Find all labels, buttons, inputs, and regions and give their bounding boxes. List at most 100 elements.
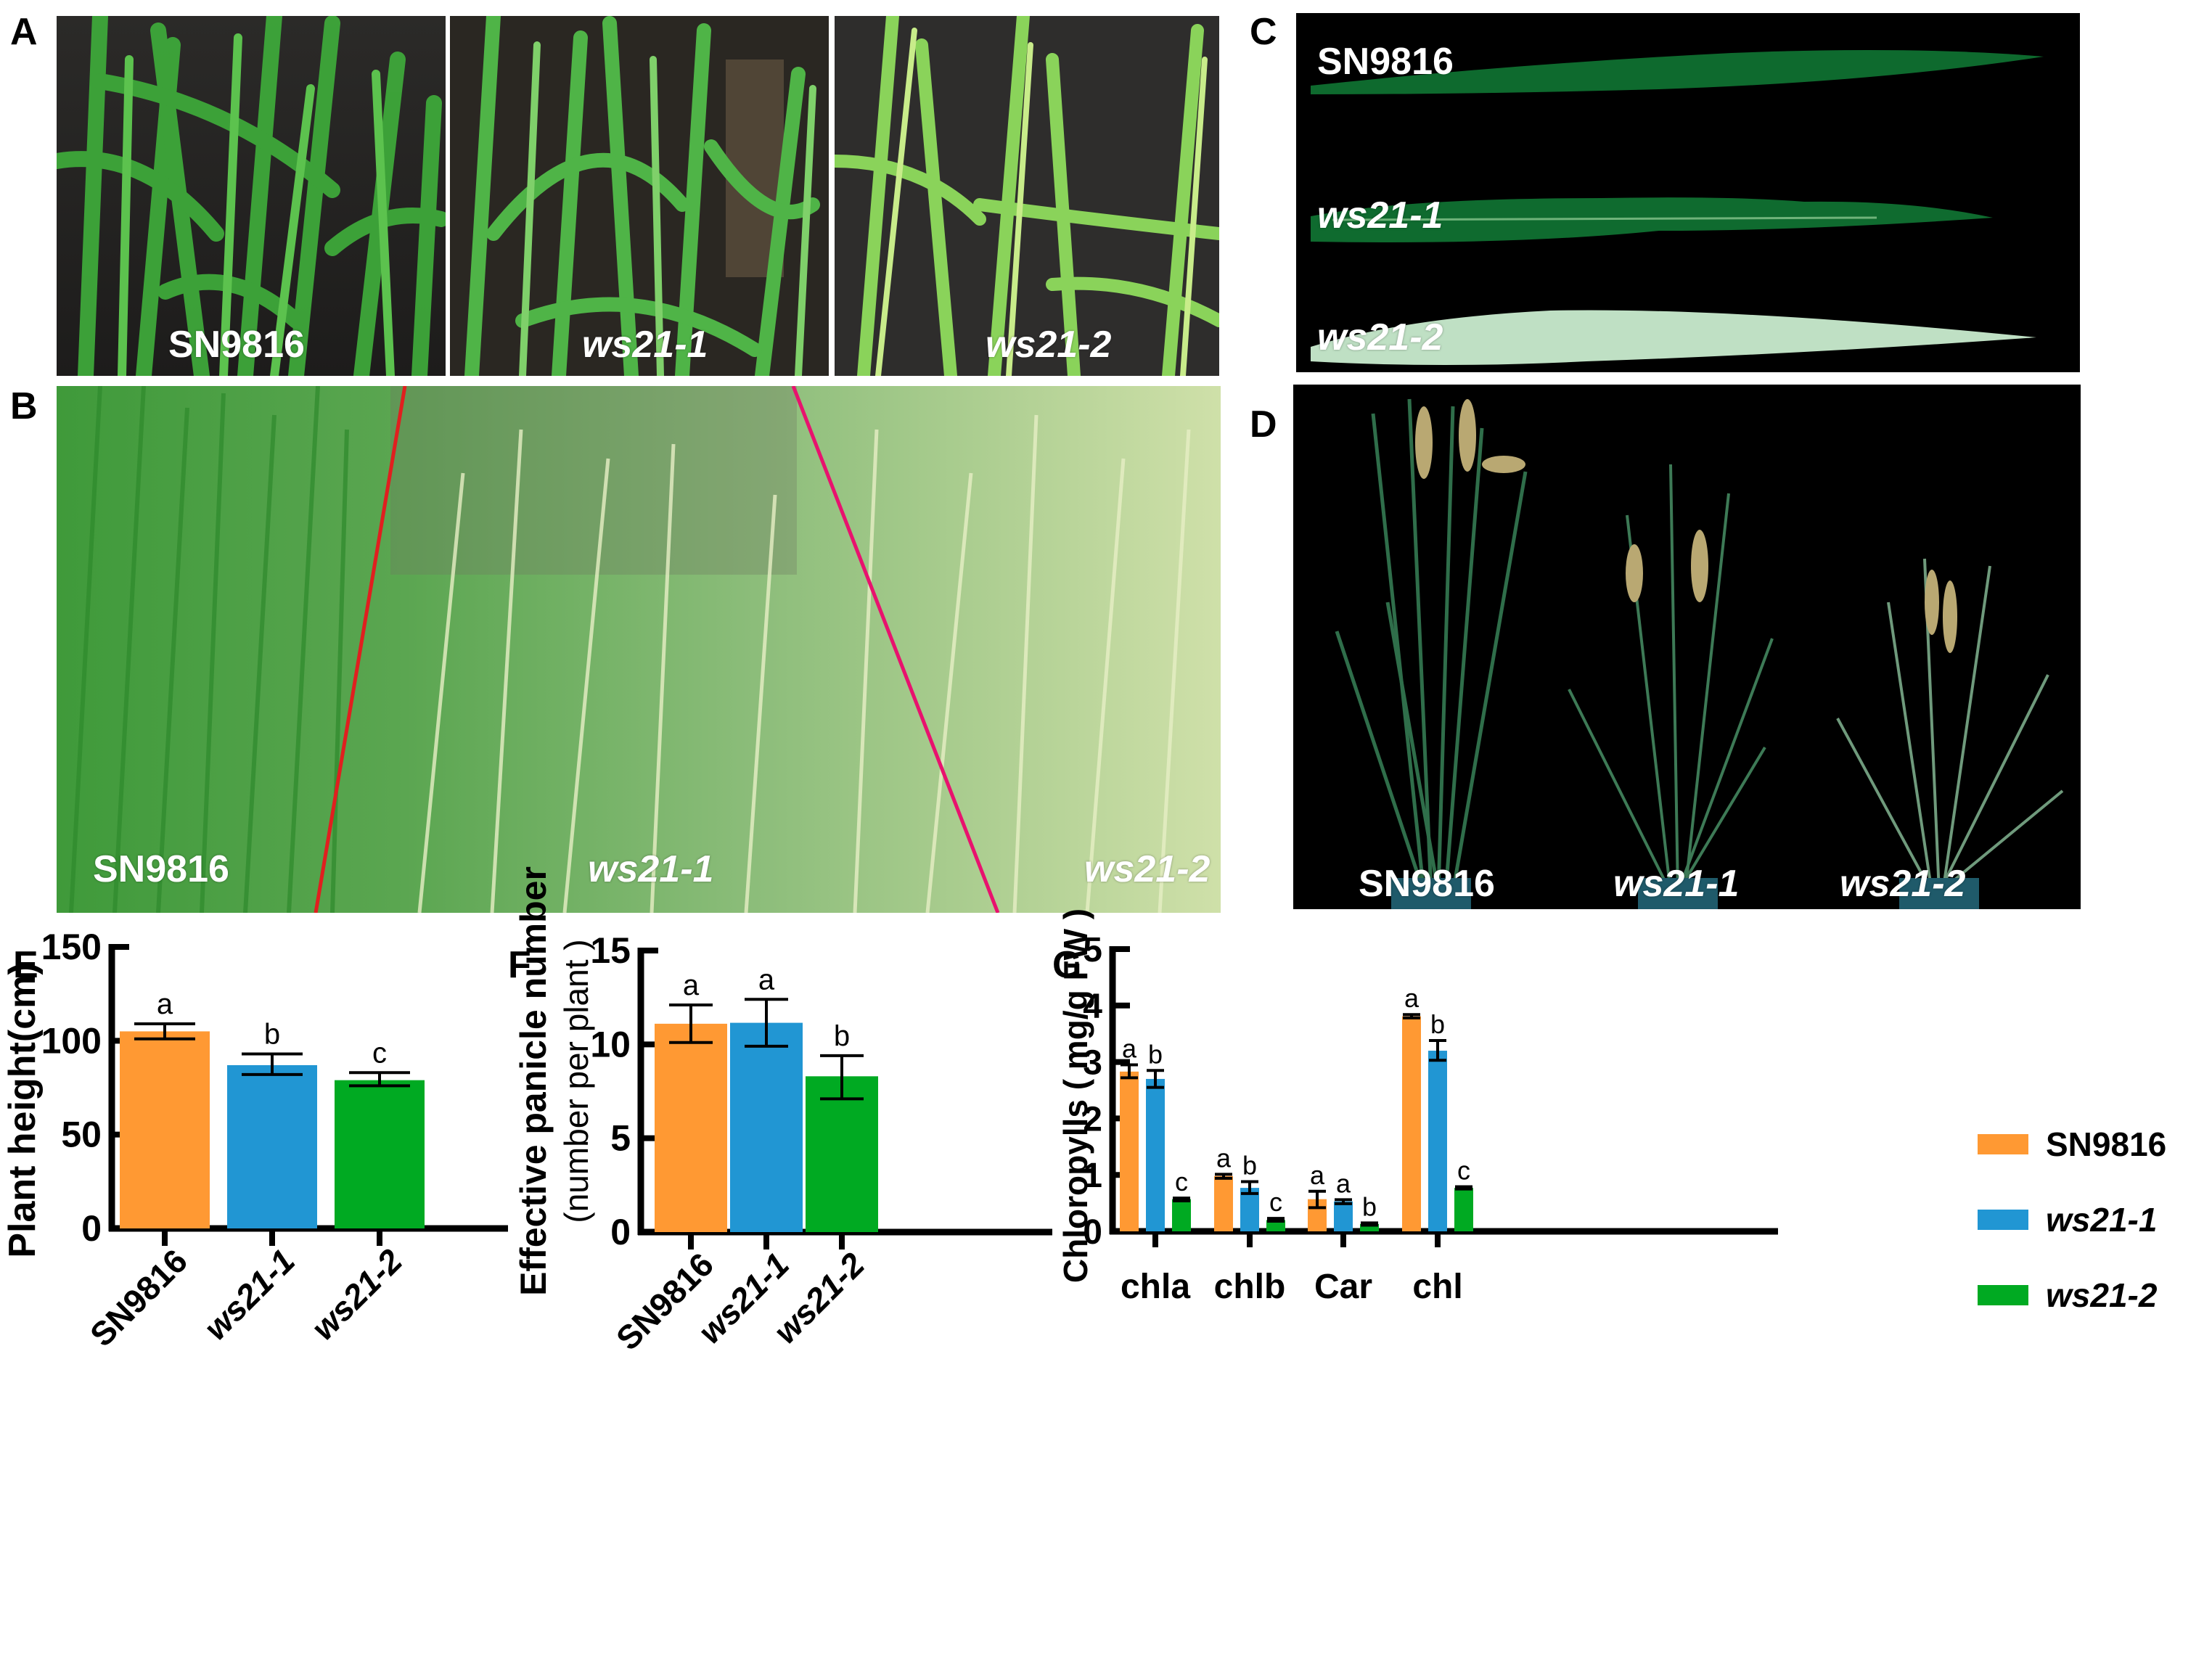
x-tick-label: Car xyxy=(1314,1268,1372,1306)
chart-g-legend: SN9816 ws21-1 ws21-2 xyxy=(1978,1107,2166,1333)
bar-ws21-2 xyxy=(335,1080,425,1228)
bar-chl-ws21-2 xyxy=(1454,1188,1473,1231)
y-axis-title: Chloropylls ( mg/g FW ) xyxy=(1057,908,1094,1283)
y-axis-title: (number per plant ) xyxy=(557,939,595,1223)
panel-letter-c: C xyxy=(1250,11,1277,53)
y-tick-label: 2 xyxy=(1083,1100,1102,1138)
y-tick-label: 150 xyxy=(41,927,102,967)
x-tick-label: SN9816 xyxy=(609,1245,721,1357)
legend-label-ws21-2: ws21-2 xyxy=(2046,1276,2158,1314)
photo-c-label-ws21-1: ws21-1 xyxy=(1317,194,1443,237)
chart-e-svg: 0 50 100 150 a SN9816 b ws21-1 c ws21-2 Plant heig… xyxy=(1,927,508,1354)
y-tick-label: 4 xyxy=(1083,988,1102,1026)
significance-letter: a xyxy=(157,988,173,1020)
photo-a-label-ws21-2: ws21-2 xyxy=(986,324,1112,366)
photo-a-ws21-2 xyxy=(835,16,1219,376)
y-tick-label: 5 xyxy=(1083,931,1102,969)
y-tick-label: 0 xyxy=(81,1208,102,1249)
panel-letter-f: F xyxy=(508,944,531,986)
bar-ws21-2 xyxy=(806,1076,878,1232)
significance-letter: b xyxy=(264,1018,280,1050)
bar-ws21-1 xyxy=(227,1064,317,1228)
x-tick-label: ws21-1 xyxy=(197,1242,302,1347)
bar-chlb-ws21-1 xyxy=(1240,1188,1259,1231)
y-tick-label: 10 xyxy=(590,1024,631,1064)
photo-a-ws21-1 xyxy=(450,16,829,376)
bar-sn9816 xyxy=(655,1023,727,1232)
y-tick-label: 0 xyxy=(1083,1213,1102,1252)
y-axis-title: Effective panicle number xyxy=(513,866,554,1296)
x-tick-label: chl xyxy=(1412,1268,1462,1306)
bar-car-ws21-2 xyxy=(1360,1223,1379,1231)
bar-chla-ws21-2 xyxy=(1172,1199,1191,1231)
x-tick-label: ws21-2 xyxy=(304,1242,410,1347)
photo-b-label-ws21-2: ws21-2 xyxy=(1084,848,1211,890)
y-tick-label: 1 xyxy=(1083,1157,1102,1195)
significance-letter: a xyxy=(1336,1168,1351,1198)
x-tick-label: SN9816 xyxy=(83,1242,194,1353)
photo-c-label-ws21-2: ws21-2 xyxy=(1317,316,1443,358)
bar-chl-sn9816 xyxy=(1402,1016,1421,1231)
photo-d-label-ws21-2: ws21-2 xyxy=(1840,863,1966,905)
chart-plant-height: 0 50 100 150 a SN9816 b ws21-1 c ws21-2 Plant heig… xyxy=(0,927,508,1658)
legend-label-ws21-1: ws21-1 xyxy=(2046,1201,2158,1239)
significance-letter: c xyxy=(372,1037,387,1069)
panel-letter-a: A xyxy=(10,11,38,53)
y-tick-label: 0 xyxy=(610,1212,631,1252)
legend-label-sn9816: SN9816 xyxy=(2046,1125,2167,1163)
photo-d-label-sn9816: SN9816 xyxy=(1359,863,1495,905)
significance-letter: c xyxy=(1269,1187,1282,1217)
photo-d-label-ws21-1: ws21-1 xyxy=(1613,863,1740,905)
photo-b-label-ws21-1: ws21-1 xyxy=(588,848,714,890)
chart-panicle-number: 0 5 10 15 a SN9816 a ws21-1 b ws21-2 Effective pan… xyxy=(508,866,1052,1658)
significance-letter: c xyxy=(1457,1156,1470,1186)
significance-letter: a xyxy=(1216,1143,1232,1173)
significance-letter: a xyxy=(1404,983,1420,1013)
bar-car-ws21-1 xyxy=(1334,1201,1353,1231)
significance-letter: b xyxy=(834,1020,850,1052)
panel-letter-g: G xyxy=(1052,944,1082,986)
y-tick-label: 15 xyxy=(590,930,631,971)
bar-ws21-1 xyxy=(730,1022,803,1232)
y-tick-label: 100 xyxy=(41,1020,102,1061)
significance-letter: a xyxy=(758,964,775,996)
y-tick-label: 3 xyxy=(1083,1044,1102,1083)
bar-chlb-sn9816 xyxy=(1214,1175,1233,1231)
photo-a-label-sn9816: SN9816 xyxy=(168,324,305,366)
panel-letter-b: B xyxy=(10,385,38,427)
legend-item-ws21-1: ws21-1 xyxy=(1978,1182,2166,1257)
photo-b-field xyxy=(57,386,1221,913)
photo-d-plants xyxy=(1293,385,2081,909)
x-tick-label: chlb xyxy=(1214,1268,1286,1306)
photo-a-sn9816 xyxy=(57,16,446,376)
photo-a-label-ws21-1: ws21-1 xyxy=(582,324,708,366)
significance-letter: a xyxy=(1310,1160,1325,1190)
legend-item-sn9816: SN9816 xyxy=(1978,1107,2166,1182)
bar-chlb-ws21-2 xyxy=(1266,1220,1285,1231)
panel-letter-e: E xyxy=(13,944,38,986)
significance-letter: b xyxy=(1430,1009,1445,1039)
significance-letter: c xyxy=(1175,1167,1188,1197)
significance-letter: a xyxy=(683,969,700,1001)
y-tick-label: 50 xyxy=(61,1115,102,1155)
photo-b-label-sn9816: SN9816 xyxy=(93,848,229,890)
bar-sn9816 xyxy=(120,1031,210,1228)
photo-c-leaves xyxy=(1296,13,2080,372)
significance-letter: b xyxy=(1362,1191,1377,1221)
significance-letter: a xyxy=(1122,1033,1137,1063)
bar-chl-ws21-1 xyxy=(1428,1051,1447,1231)
legend-swatch-ws21-1 xyxy=(1978,1210,2028,1230)
y-axis-title: Plant height(cm) xyxy=(1,962,44,1257)
y-tick-label: 5 xyxy=(610,1118,631,1159)
photo-c-label-sn9816: SN9816 xyxy=(1317,41,1454,83)
bar-chla-sn9816 xyxy=(1120,1071,1139,1231)
significance-letter: b xyxy=(1242,1151,1257,1181)
significance-letter: b xyxy=(1148,1039,1163,1069)
x-tick-label: chla xyxy=(1121,1268,1190,1306)
chart-chlorophylls: 0 1 2 3 4 5 a b c chla a b c chlb a a b Car a b c chl Chloropy… xyxy=(1052,908,1959,1658)
legend-item-ws21-2: ws21-2 xyxy=(1978,1257,2166,1333)
panel-letter-d: D xyxy=(1250,403,1277,446)
bar-chla-ws21-1 xyxy=(1146,1078,1165,1231)
